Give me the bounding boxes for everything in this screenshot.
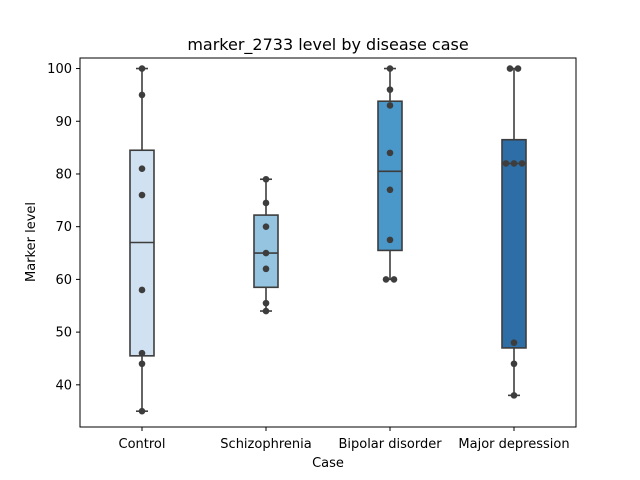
data-point xyxy=(138,91,146,99)
data-point xyxy=(510,392,518,399)
x-axis-label: Case xyxy=(312,456,344,471)
box-group xyxy=(501,67,527,397)
data-point xyxy=(510,339,518,346)
y-axis: 40 50 60 70 80 90 100 xyxy=(47,62,80,393)
y-tick-label: 90 xyxy=(55,115,72,130)
data-point xyxy=(510,160,518,167)
data-point xyxy=(262,223,270,230)
data-point xyxy=(514,65,522,72)
x-tick-label: Schizophrenia xyxy=(220,437,311,452)
data-point xyxy=(262,307,270,315)
box xyxy=(129,149,155,357)
data-point xyxy=(262,265,270,273)
data-point xyxy=(138,286,146,294)
plot-frame xyxy=(79,57,577,428)
data-point xyxy=(138,165,146,172)
x-axis: Control Schizophrenia Bipolar disorder Majo… xyxy=(119,427,570,452)
box xyxy=(377,100,403,252)
data-point xyxy=(386,102,394,109)
data-point xyxy=(510,360,518,368)
x-tick-label: Major depression xyxy=(458,437,569,452)
data-point xyxy=(138,65,146,72)
data-point xyxy=(386,186,394,194)
data-point xyxy=(138,407,146,415)
data-point xyxy=(138,349,146,357)
data-point xyxy=(390,276,398,283)
data-point xyxy=(262,299,270,307)
y-tick-label: 70 xyxy=(55,220,72,235)
data-point xyxy=(262,199,270,207)
box-group xyxy=(129,67,155,412)
plot-area xyxy=(129,65,527,415)
x-tick-label: Control xyxy=(119,437,166,452)
y-axis-label: Marker level xyxy=(24,202,39,282)
data-point xyxy=(262,175,270,183)
y-tick-label: 50 xyxy=(55,326,72,341)
data-point xyxy=(506,65,514,72)
data-point xyxy=(382,276,390,283)
box-group xyxy=(377,67,403,281)
data-point xyxy=(386,65,394,72)
y-tick-label: 80 xyxy=(55,167,72,182)
x-tick-label: Bipolar disorder xyxy=(338,437,442,452)
y-tick-label: 60 xyxy=(55,273,72,288)
data-point xyxy=(138,360,146,368)
data-point xyxy=(262,249,270,257)
data-point xyxy=(386,86,394,93)
data-point xyxy=(386,236,394,244)
y-tick-label: 100 xyxy=(47,62,72,77)
data-point xyxy=(518,160,526,167)
box-group xyxy=(253,178,279,312)
data-point xyxy=(386,149,394,157)
box xyxy=(501,138,527,349)
data-point xyxy=(502,160,510,167)
chart-title: marker_2733 level by disease case xyxy=(187,35,468,55)
y-tick-label: 40 xyxy=(55,378,72,393)
data-point xyxy=(138,191,146,199)
